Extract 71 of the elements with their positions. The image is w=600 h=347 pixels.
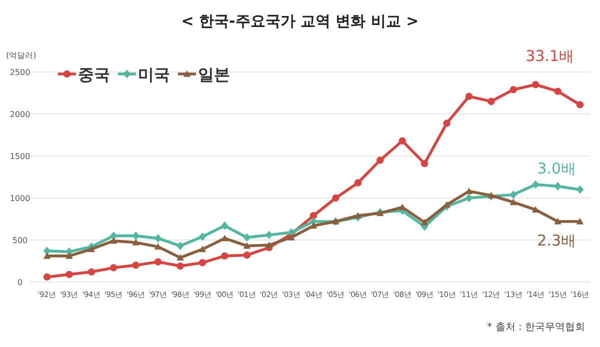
point [354, 212, 362, 219]
annotation: 3.0배 [537, 160, 576, 178]
y-axis-title: (억달러) [6, 51, 36, 60]
chart-title: < 한국-주요국가 교역 변화 비교 > [181, 12, 419, 30]
annotation: 2.3배 [537, 232, 576, 250]
y-tick-label: 1500 [10, 152, 30, 161]
point [554, 88, 562, 95]
point [510, 198, 517, 206]
point [243, 252, 250, 259]
point [198, 246, 206, 252]
point [510, 190, 517, 199]
y-tick-label: 2000 [10, 110, 30, 119]
point [510, 86, 517, 94]
point [265, 241, 273, 248]
point [488, 98, 495, 105]
point [221, 252, 228, 260]
point [265, 230, 273, 240]
point [88, 268, 96, 276]
point [310, 222, 318, 229]
point [554, 182, 562, 190]
point [154, 243, 162, 250]
point [243, 242, 250, 249]
point [221, 234, 228, 242]
point [398, 137, 406, 144]
y-tick-label: 2500 [10, 68, 30, 77]
point [110, 264, 118, 272]
point [288, 228, 295, 237]
point [132, 262, 140, 269]
point [176, 262, 184, 270]
point [554, 218, 562, 224]
point [198, 232, 206, 241]
point [420, 160, 428, 168]
point [66, 270, 73, 278]
text: * 출처 : 한국무역협회 [487, 322, 585, 333]
point [532, 81, 540, 88]
legend-label: 중국 [78, 65, 110, 84]
point [176, 254, 184, 261]
point [43, 252, 51, 259]
point [198, 259, 206, 266]
point [532, 206, 540, 213]
point [576, 218, 584, 224]
point [221, 222, 228, 230]
point [465, 194, 473, 202]
point [88, 246, 96, 252]
legend-label: 미국 [138, 65, 170, 84]
y-tick-label: 0 [17, 278, 23, 287]
point [376, 156, 384, 164]
point [465, 92, 473, 100]
point [488, 192, 495, 198]
point [443, 120, 450, 127]
point [420, 218, 428, 226]
point [110, 237, 118, 244]
point [288, 234, 295, 240]
point [154, 234, 162, 243]
point [243, 233, 250, 242]
point [110, 232, 118, 240]
point [154, 258, 162, 266]
point [532, 180, 540, 189]
point [132, 238, 140, 246]
text: 33.1배 [526, 46, 574, 65]
point [43, 273, 51, 281]
y-tick-label: 500 [12, 236, 28, 245]
point [332, 194, 340, 202]
point [576, 185, 584, 194]
legend-label: 일본 [198, 65, 230, 84]
y-tick-label: 1000 [10, 194, 30, 203]
point [132, 232, 140, 240]
point [66, 252, 73, 259]
point [354, 179, 362, 186]
point [176, 242, 184, 250]
point [576, 101, 584, 108]
